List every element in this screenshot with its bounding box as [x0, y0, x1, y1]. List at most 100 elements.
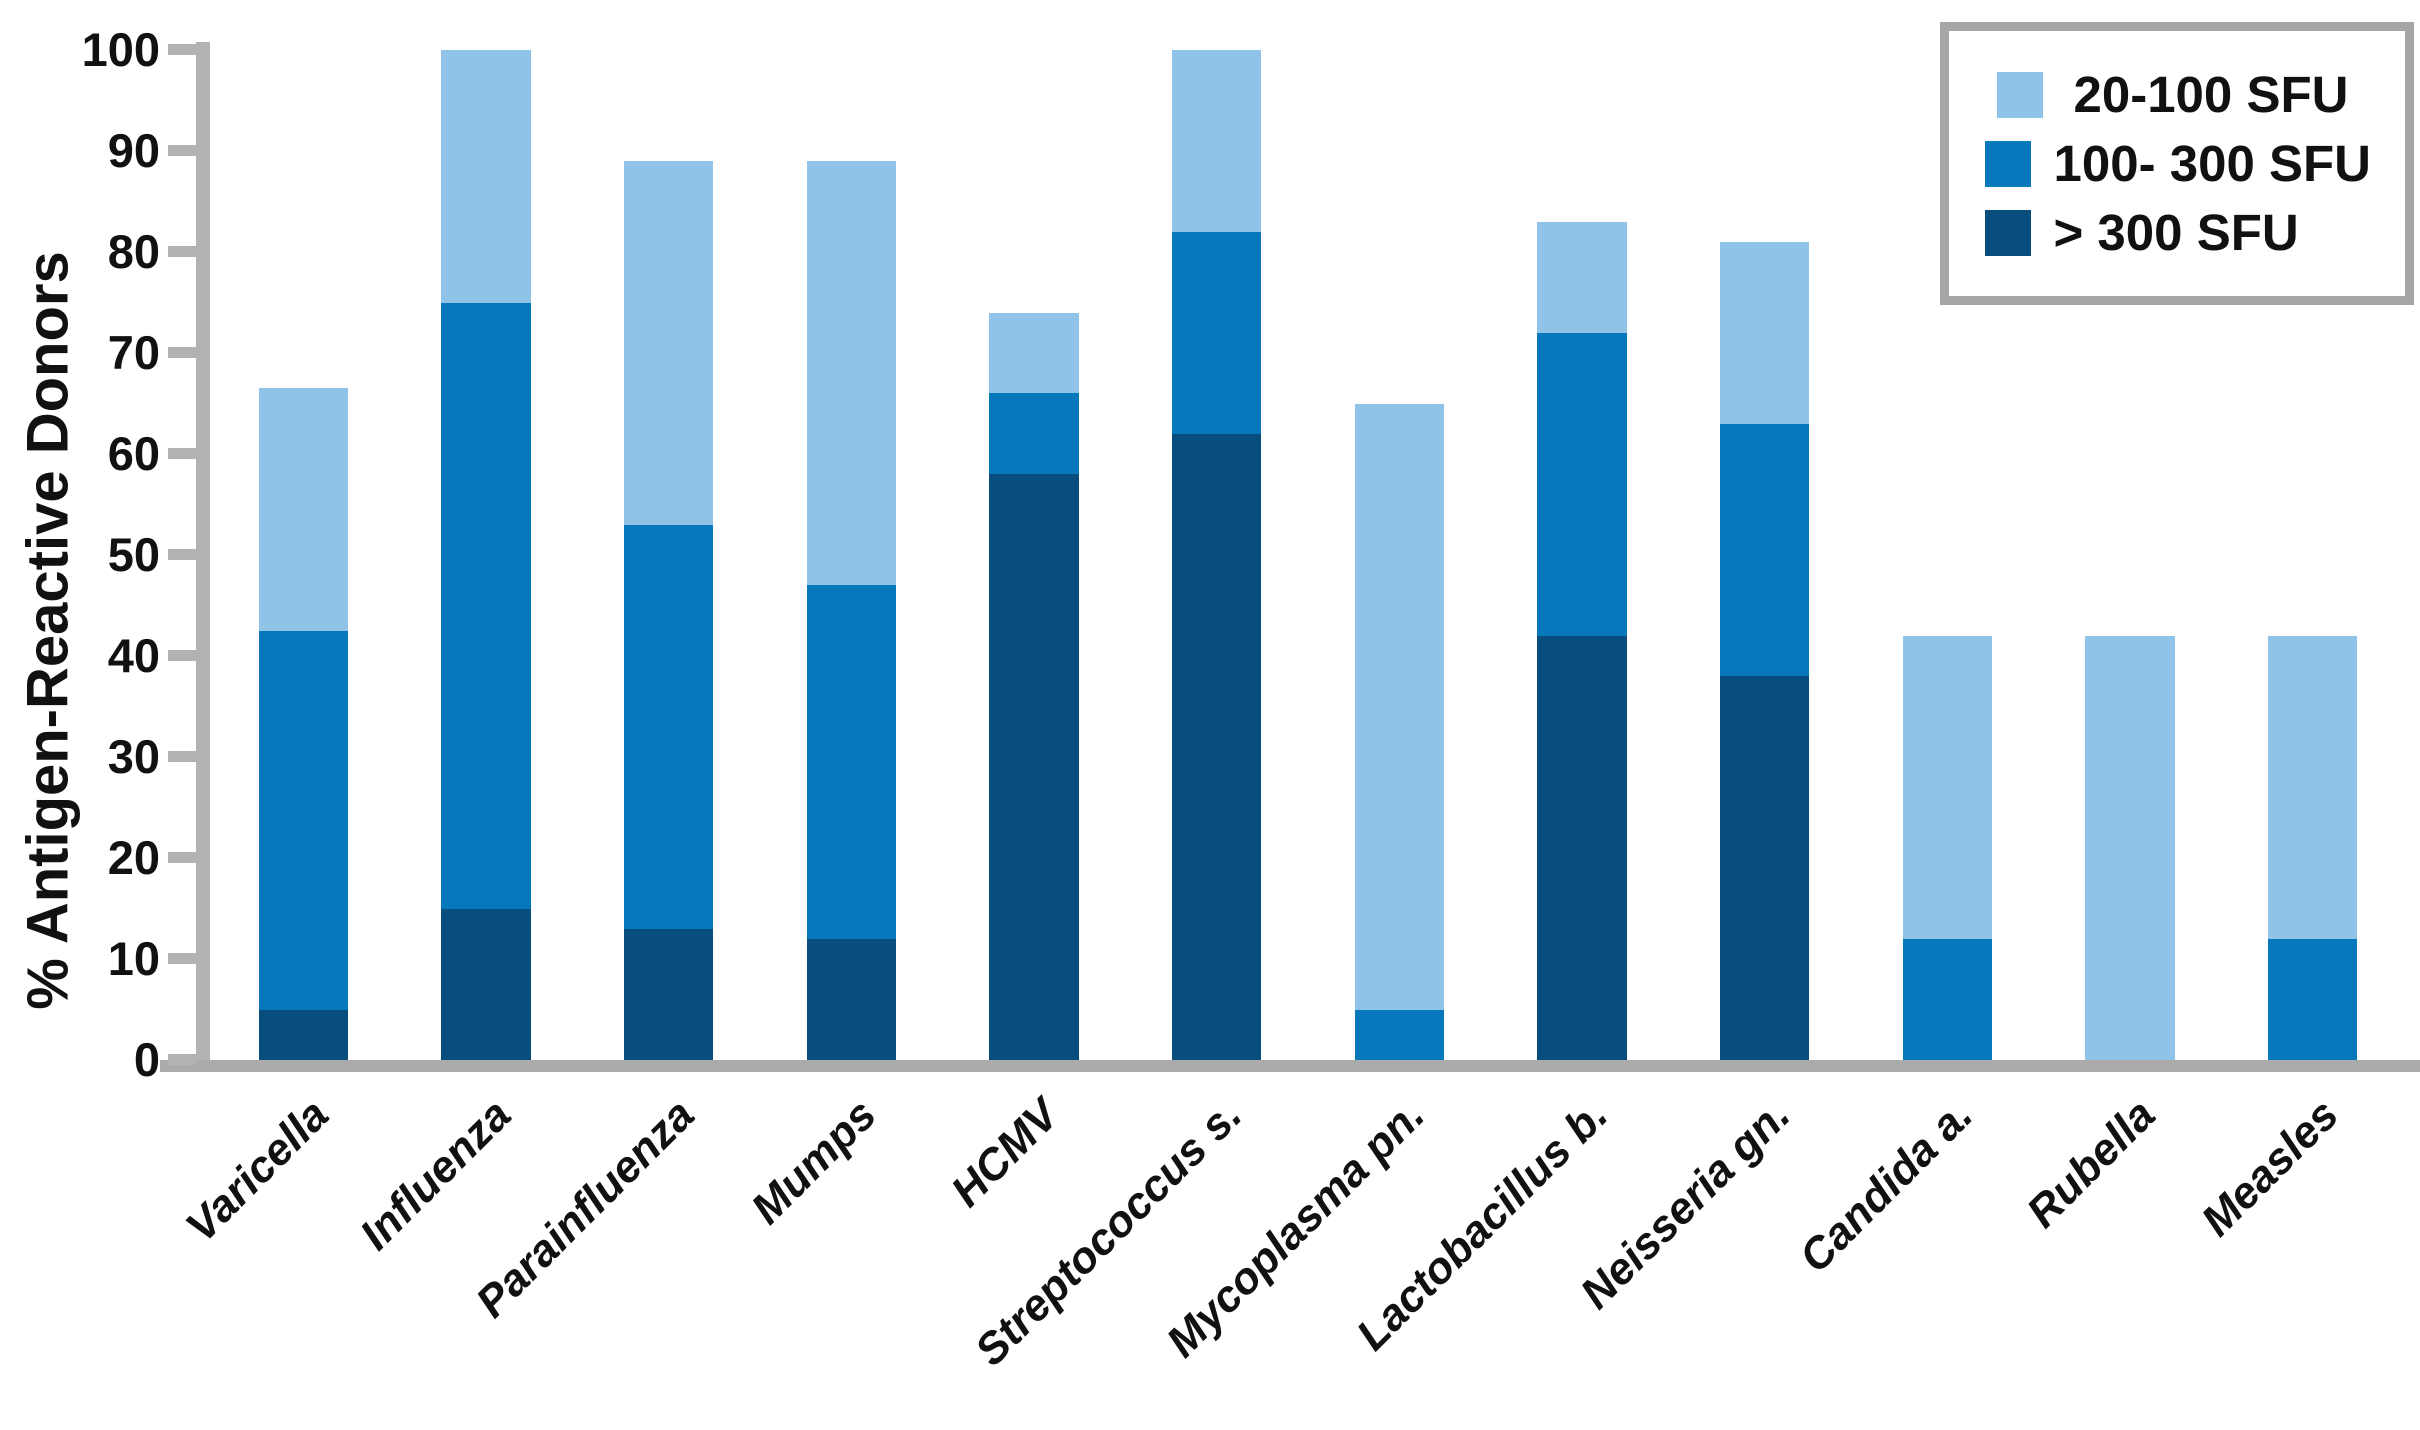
bar-segment — [258, 388, 349, 631]
bar-slot — [1856, 50, 2039, 1060]
y-tick-label: 70 — [107, 326, 160, 379]
bar-segment — [1354, 1009, 1445, 1060]
legend: 20-100 SFU 100- 300 SFU > 300 SFU — [1940, 22, 2414, 305]
bar-slot — [943, 50, 1126, 1060]
bar-mumps — [806, 50, 897, 1060]
bar-segment — [1902, 635, 1993, 939]
bar-neisseria-gn — [1719, 50, 1810, 1060]
bar-segment — [806, 585, 897, 939]
bar-segment — [258, 1009, 349, 1060]
bar-segment — [2267, 635, 2358, 939]
x-label-cell: Measles — [2192, 1074, 2404, 1424]
bar-segment — [989, 312, 1079, 394]
bar-segment — [1354, 403, 1445, 1010]
bar-slot — [1491, 50, 1674, 1060]
x-axis-label: Rubella — [2017, 1090, 2165, 1238]
y-tick-mark — [168, 1054, 196, 1065]
bar-segment — [1171, 433, 1262, 1060]
bar-slot — [2039, 50, 2222, 1060]
legend-swatch — [1985, 209, 2032, 256]
bar-hcmv — [989, 50, 1079, 1060]
legend-swatch — [1997, 71, 2044, 118]
bar-segment — [1537, 332, 1627, 636]
legend-row: 20-100 SFU — [1985, 65, 2371, 124]
bar-segment — [1719, 676, 1810, 1060]
y-tick-label: 60 — [107, 427, 160, 480]
bar-segment — [1537, 221, 1627, 333]
x-label-cell: Parainfluenza — [466, 1074, 760, 1424]
bar-segment — [1719, 241, 1810, 424]
bar-segment — [806, 938, 897, 1060]
bar-segment — [441, 908, 531, 1060]
bar-slot — [2221, 50, 2404, 1060]
y-tick-label: 10 — [107, 932, 160, 985]
bar-streptococcus-s — [1171, 50, 1262, 1060]
y-tick-mark — [168, 347, 196, 358]
x-label-cell: Candida a. — [1790, 1074, 2039, 1424]
bar-candida-a — [1902, 50, 1993, 1060]
bar-segment — [1719, 423, 1810, 677]
y-tick-label: 30 — [107, 730, 160, 783]
bar-slot — [577, 50, 760, 1060]
y-tick-label: 80 — [107, 225, 160, 278]
x-axis-label: Varicella — [176, 1090, 338, 1252]
bar-rubella — [2085, 50, 2175, 1060]
bar-segment — [1902, 938, 1993, 1060]
y-tick-label: 40 — [107, 629, 160, 682]
x-label-cell: Rubella — [2018, 1074, 2222, 1424]
y-tick-mark — [168, 246, 196, 257]
y-tick-label: 0 — [133, 1033, 160, 1086]
y-tick-mark — [168, 852, 196, 863]
x-axis-label: HCMV — [942, 1090, 1069, 1217]
y-tick-mark — [168, 145, 196, 156]
x-axis-labels: Varicella Influenza Parainfluenza Mumps HCMV… — [176, 1074, 2404, 1424]
x-label-cell: Mumps — [742, 1074, 943, 1424]
bar-varicella — [258, 50, 349, 1060]
y-tick-mark — [168, 953, 196, 964]
bar-slot — [1308, 50, 1491, 1060]
y-tick-label: 90 — [107, 124, 160, 177]
bar-segment — [623, 928, 714, 1060]
bar-segment — [1171, 50, 1262, 232]
bar-slot — [212, 50, 395, 1060]
y-tick-mark — [168, 44, 196, 55]
y-tick-mark — [168, 549, 196, 560]
x-axis-label: Mumps — [742, 1090, 887, 1234]
bar-parainfluenza — [623, 50, 714, 1060]
y-axis-line — [196, 42, 210, 1072]
legend-swatch — [1985, 140, 2032, 187]
legend-row: > 300 SFU — [1985, 203, 2371, 262]
bars-container — [212, 50, 2404, 1060]
bar-segment — [806, 161, 897, 586]
y-tick-label: 50 — [107, 528, 160, 581]
x-label-cell: Varicella — [176, 1074, 395, 1424]
bar-influenza — [441, 50, 531, 1060]
bar-slot — [1125, 50, 1308, 1060]
bar-segment — [989, 393, 1079, 475]
bar-slot — [395, 50, 578, 1060]
x-axis-line — [160, 1060, 2420, 1072]
legend-label: 20-100 SFU — [2073, 66, 2349, 123]
plot-area: 0 10 20 30 40 50 60 70 80 90 100 — [82, 24, 2420, 1086]
bar-slot — [760, 50, 943, 1060]
y-tick-mark — [168, 448, 196, 459]
legend-row: 100- 300 SFU — [1985, 134, 2371, 193]
bar-measles — [2267, 50, 2358, 1060]
bar-segment — [989, 474, 1079, 1060]
bar-segment — [1537, 635, 1627, 1060]
bar-lactobacillus-b — [1537, 50, 1627, 1060]
bar-segment — [623, 524, 714, 929]
y-tick-label: 20 — [107, 831, 160, 884]
y-tick-label: 100 — [81, 23, 160, 76]
legend-label: > 300 SFU — [2053, 204, 2299, 261]
bar-segment — [2085, 635, 2175, 1060]
bar-segment — [2267, 938, 2358, 1060]
bar-segment — [623, 161, 714, 525]
bar-mycoplasma-pn — [1354, 50, 1445, 1060]
bar-segment — [441, 302, 531, 909]
legend-label: 100- 300 SFU — [2053, 135, 2371, 192]
bar-segment — [258, 630, 349, 1010]
bar-slot — [1673, 50, 1856, 1060]
bar-segment — [1171, 231, 1262, 434]
